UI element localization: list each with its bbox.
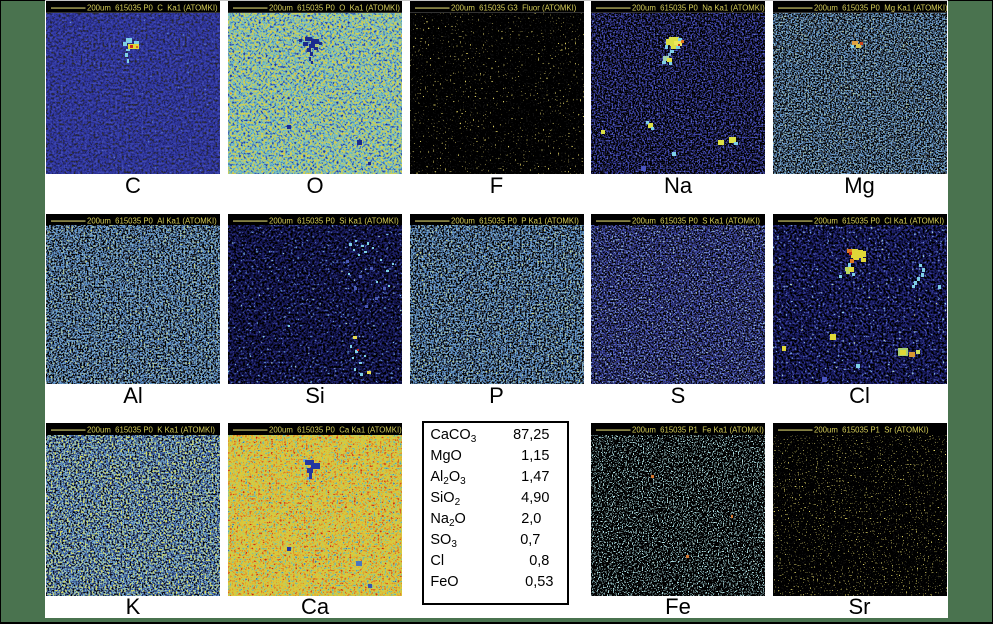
svg-text:200um 615035 P0 Na Ka1 (ATOM: 200um 615035 P0 Na Ka1 (ATOMKI)	[632, 4, 765, 13]
svg-text:200um 615035 P1 Sr (ATOMKI): 200um 615035 P1 Sr (ATOMKI)	[814, 425, 929, 434]
svg-text:200um 615035 P0 Al Ka1 (ATOM: 200um 615035 P0 Al Ka1 (ATOMKI)	[87, 216, 217, 225]
svg-text:200um 615035 G3 Fluor (ATOMK: 200um 615035 G3 Fluor (ATOMKI)	[451, 4, 577, 13]
svg-text:200um 615035 P0 Si Ka1 (ATOM: 200um 615035 P0 Si Ka1 (ATOMKI)	[269, 216, 399, 225]
svg-text:200um 615035 P0 K Ka1 (ATOMK: 200um 615035 P0 K Ka1 (ATOMKI)	[87, 425, 215, 434]
svg-text:200um 615035 P0 S Ka1 (ATOMK: 200um 615035 P0 S Ka1 (ATOMKI)	[632, 216, 760, 225]
svg-text:200um 615035 P0 Cl Ka1 (ATOM: 200um 615035 P0 Cl Ka1 (ATOMKI)	[814, 216, 945, 225]
svg-text:200um 615035 P0 C Ka1 (ATOM: 200um 615035 P0 C Ka1 (ATOMKI)	[87, 4, 218, 13]
svg-text:200um 615035 P0 Mg Ka1 (ATOM: 200um 615035 P0 Mg Ka1 (ATOMKI)	[814, 4, 947, 13]
svg-text:200um 615035 P1 Fe Ka1 (ATOM: 200um 615035 P1 Fe Ka1 (ATOMKI)	[632, 425, 764, 434]
svg-text:200um 615035 P0 O Ka1 (ATOM: 200um 615035 P0 O Ka1 (ATOMKI)	[269, 4, 400, 13]
svg-text:200um 615035 P0 P Ka1 (ATOMK: 200um 615035 P0 P Ka1 (ATOMKI)	[451, 216, 579, 225]
svg-text:200um 615035 P0 Ca Ka1 (ATOM: 200um 615035 P0 Ca Ka1 (ATOMKI)	[269, 425, 402, 434]
